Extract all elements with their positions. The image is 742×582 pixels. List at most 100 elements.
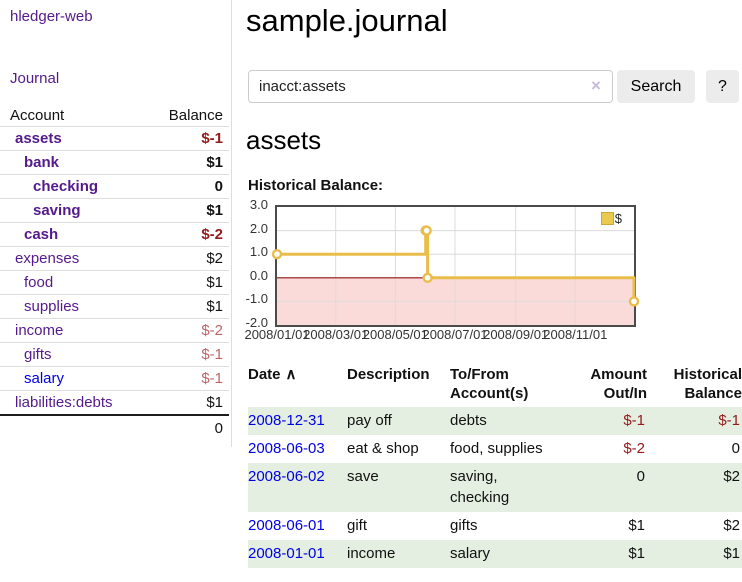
transaction-balance: $-1 [718,412,740,429]
account-link[interactable]: expenses [15,250,80,267]
x-tick-label: 2008/01/01 [244,327,310,342]
chart-legend: $ [600,211,622,226]
chart-x-axis-labels: 2008/01/01 2008/03/01 2008/05/01 2008/07/01… [244,327,634,343]
account-row: food $1 [0,270,229,295]
transaction-amount: $-2 [623,440,645,457]
account-heading: assets [246,125,322,155]
account-column-header: Account [10,107,65,124]
account-balance: $1 [206,154,223,171]
x-tick-label: 2008/05/01 [362,327,428,342]
transaction-amount: $1 [628,517,645,534]
transaction-date-link[interactable]: 2008-12-31 [248,412,325,429]
accounts-table: Account Balance assets $-1 bank $1 checking 0… [0,104,229,441]
transaction-accounts: debts [450,412,487,429]
transaction-date-link[interactable]: 2008-06-01 [248,517,325,534]
transaction-amount: $-1 [623,412,645,429]
transaction-row: 2008-01-01 income salary $1 $1 [248,540,742,568]
account-balance: $1 [206,274,223,291]
account-link[interactable]: liabilities:debts [15,394,113,411]
transaction-row: 2008-06-02 save saving, checking 0 $2 [248,463,742,512]
chart-y-axis-labels: 3.0 2.0 1.0 0.0 -1.0 -2.0 [238,197,272,330]
account-balance: $-1 [201,130,223,147]
accounts-total-row: 0 [0,415,229,441]
search-input[interactable] [248,70,613,103]
account-row: checking 0 [0,174,229,199]
account-balance: 0 [214,178,223,195]
transaction-description: eat & shop [347,440,419,457]
historical-balance-chart: $ [271,205,640,327]
x-tick-label: 2008/09/01 [483,327,549,342]
page-title: sample.journal [246,3,448,38]
account-row: supplies $1 [0,294,229,319]
clear-search-icon[interactable]: × [591,76,601,95]
account-row: bank $1 [0,150,229,175]
accounts-column-header: To/From Account(s) [450,366,529,402]
transaction-amount: 0 [636,468,645,485]
account-balance: $1 [206,202,223,219]
legend-label: $ [614,211,622,226]
chart-title: Historical Balance: [248,177,384,194]
sidebar: hledger-web Journal Account Balance asse… [0,0,232,447]
transaction-description: income [347,545,396,562]
description-column-header: Description [347,366,430,383]
balance-column-header: Balance [168,107,223,124]
transaction-balance: $2 [723,468,740,485]
transaction-accounts: saving, checking [450,468,510,506]
transaction-row: 2008-06-03 eat & shop food, supplies $-2 0 [248,435,742,463]
account-link[interactable]: assets [15,130,62,147]
transaction-row: 2008-06-01 gift gifts $1 $2 [248,512,742,540]
transaction-date-link[interactable]: 2008-06-03 [248,440,325,457]
account-balance: $1 [206,394,223,411]
account-balance: $-2 [201,322,223,339]
date-column-header[interactable]: Date ∧ [248,366,297,383]
account-link[interactable]: gifts [24,346,52,363]
account-link[interactable]: salary [24,370,65,387]
account-balance: $1 [206,298,223,315]
account-balance: $-1 [201,346,223,363]
y-tick-label: -2.0 [245,315,268,330]
account-link[interactable]: checking [33,178,99,195]
brand-link[interactable]: hledger-web [10,8,93,25]
account-row: expenses $2 [0,246,229,271]
account-link[interactable]: cash [24,226,59,243]
transaction-description: save [347,468,379,485]
sidebar-item-journal[interactable]: Journal [10,70,60,87]
transactions-table: Date ∧ Description To/From Account(s) Amo… [248,363,742,568]
transaction-row: 2008-12-31 pay off debts $-1 $-1 [248,407,742,435]
sort-asc-icon: ∧ [285,366,297,383]
account-link[interactable]: income [15,322,64,339]
account-row: gifts $-1 [0,342,229,367]
account-balance: $-1 [201,370,223,387]
y-tick-label: 1.0 [249,244,268,260]
search-button[interactable]: Search [617,70,695,103]
account-row: saving $1 [0,198,229,223]
account-row: salary $-1 [0,366,229,391]
account-balance: $-2 [201,226,223,243]
transaction-accounts: food, supplies [450,440,543,457]
help-button[interactable]: ? [706,70,739,103]
y-tick-label: -1.0 [245,291,268,307]
transaction-accounts: salary [450,545,491,562]
transaction-balance: 0 [731,440,740,457]
account-row: assets $-1 [0,126,229,151]
account-balance: $2 [206,250,223,267]
account-link[interactable]: supplies [24,298,80,315]
account-link[interactable]: saving [33,202,81,219]
accounts-total-value: 0 [214,420,223,437]
x-tick-label: 2008/11/01 [543,327,608,342]
transaction-date-link[interactable]: 2008-06-02 [248,468,325,485]
x-tick-label: 2008/03/01 [303,327,369,342]
transaction-accounts: gifts [450,517,478,534]
account-link[interactable]: food [24,274,54,291]
y-tick-label: 3.0 [249,197,268,212]
account-row: cash $-2 [0,222,229,247]
account-row: income $-2 [0,318,229,343]
transaction-description: pay off [347,412,392,429]
transaction-date-link[interactable]: 2008-01-01 [248,545,325,562]
transaction-balance: $1 [723,545,740,562]
y-tick-label: 0.0 [249,267,268,283]
transaction-amount: $1 [628,545,645,562]
account-row: liabilities:debts $1 [0,390,229,416]
account-link[interactable]: bank [24,154,60,171]
